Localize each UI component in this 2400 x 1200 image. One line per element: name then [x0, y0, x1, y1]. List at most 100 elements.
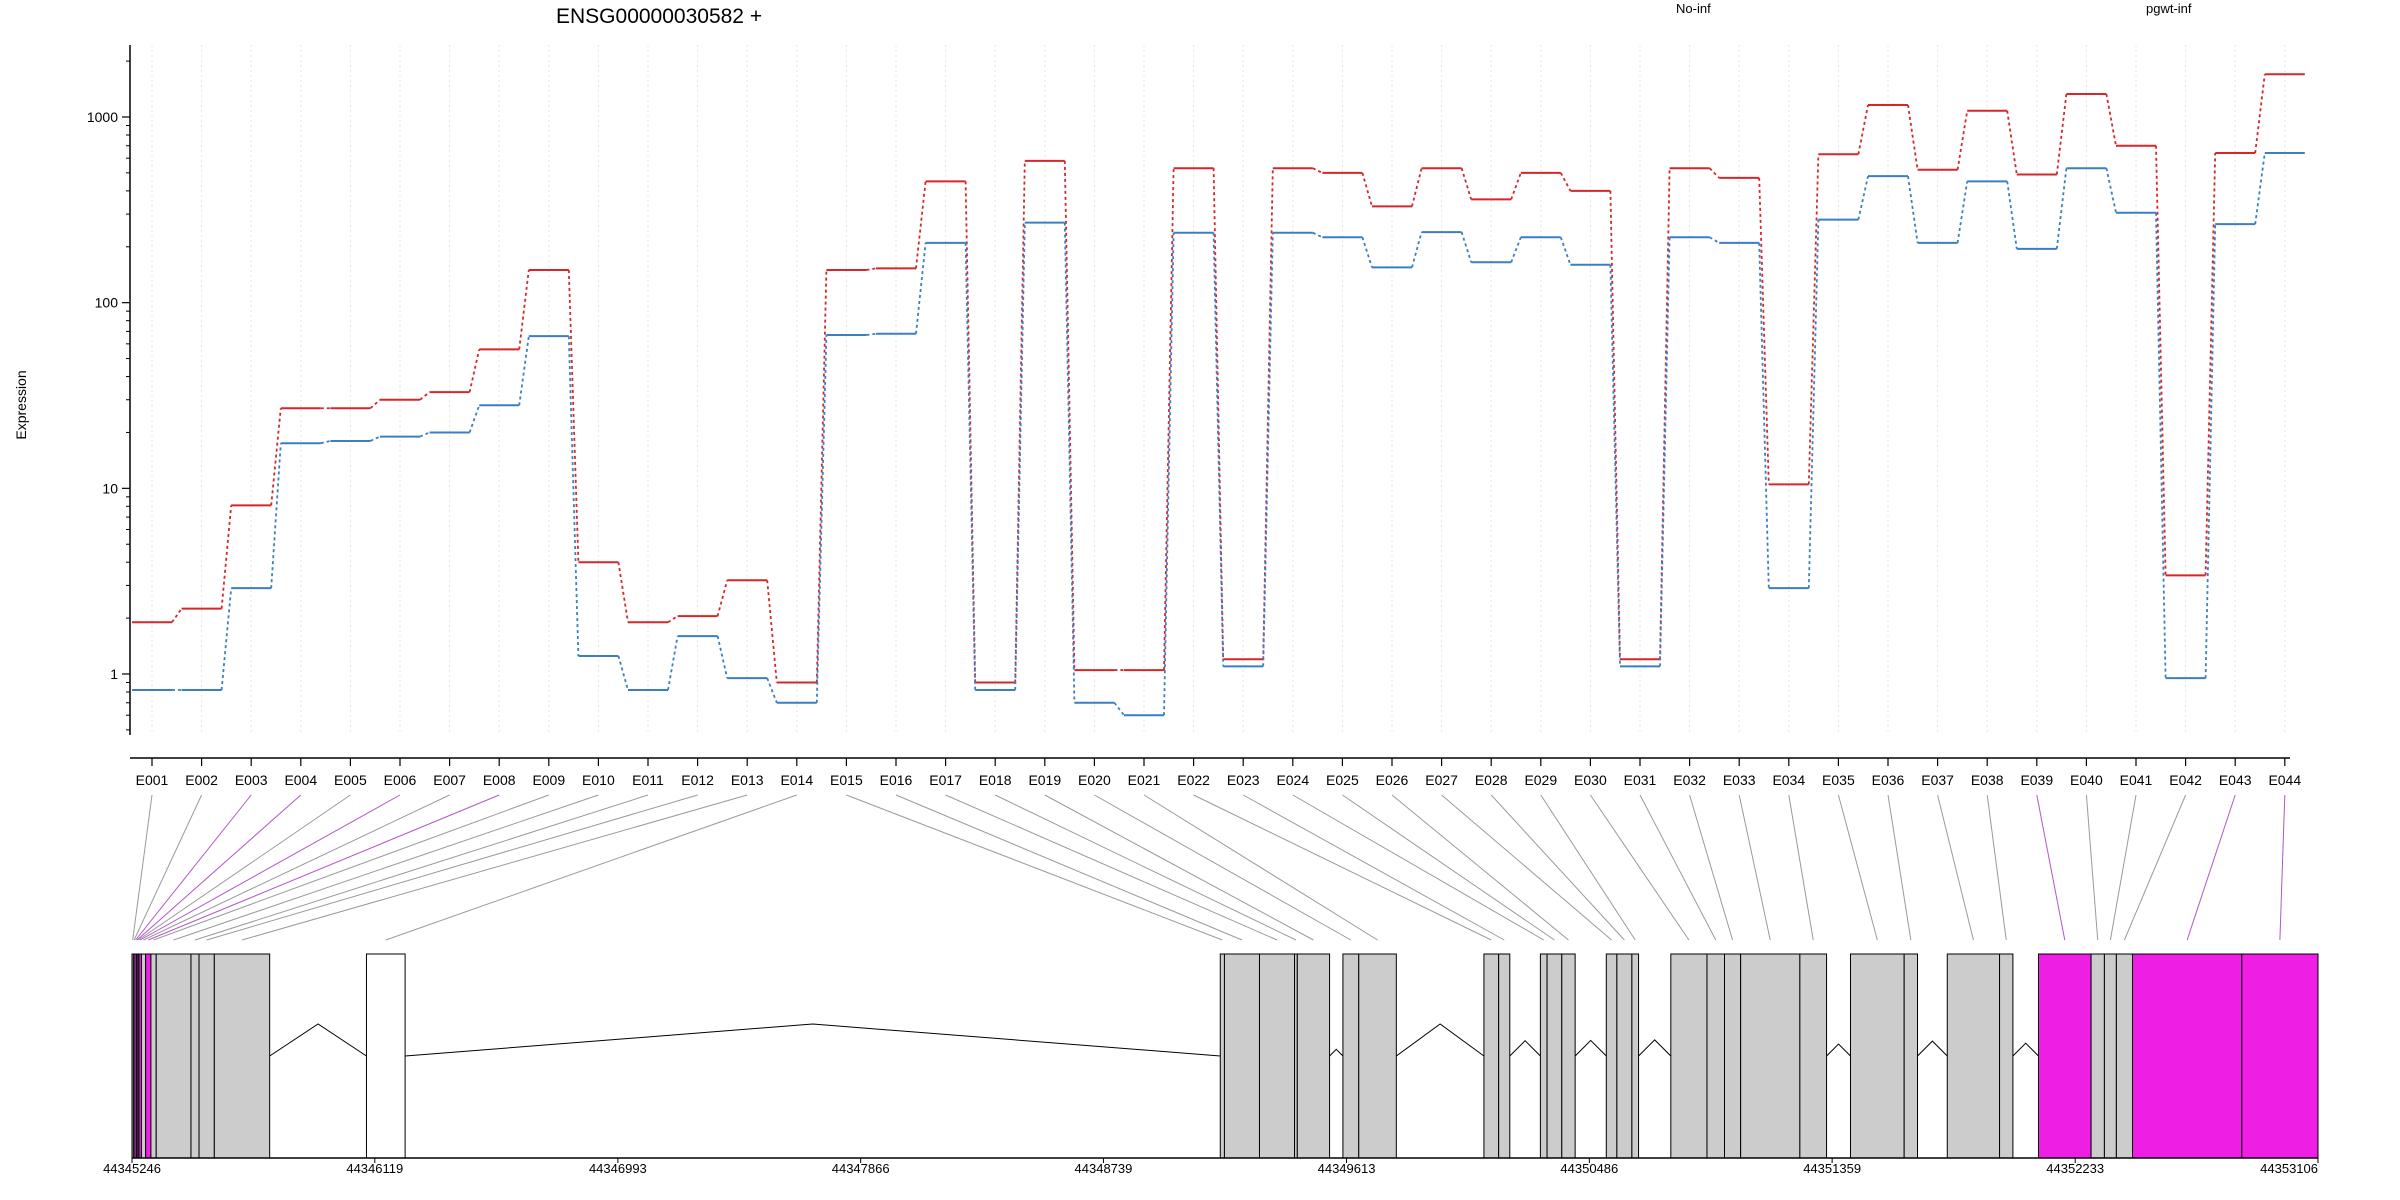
series-connector [1857, 104, 1869, 155]
exon-box [1358, 953, 1397, 1159]
exon-connector [135, 794, 252, 941]
series-connector [1609, 264, 1621, 667]
legend-entry-series-1: No-inf [1676, 1, 1711, 16]
exon-connector [143, 794, 450, 941]
coord-tick-label: 44351359 [1803, 1161, 1861, 1176]
series-connector [1609, 190, 1621, 660]
exon-box [1546, 953, 1563, 1159]
series-connector [220, 588, 233, 691]
exon-label: E024 [1276, 772, 1309, 788]
series-connector [2105, 93, 2117, 146]
exon-box [2115, 953, 2133, 1159]
exon-box [1670, 953, 1708, 1159]
exon-connector [1986, 794, 2007, 941]
intron-line [1826, 1043, 1851, 1057]
series-connector [1014, 160, 1026, 683]
exon-connector [194, 794, 649, 941]
exon-connector [385, 794, 797, 941]
exon-label: E011 [632, 772, 664, 788]
series-connector [1956, 181, 1969, 243]
intron-line [2012, 1042, 2039, 1057]
series-connector [1807, 219, 1820, 589]
exon-label: E025 [1326, 772, 1359, 788]
exon-label: E021 [1128, 772, 1161, 788]
series-connector [1460, 231, 1473, 263]
exon-box [213, 953, 271, 1159]
exon-box [150, 953, 157, 1159]
exon-label: E023 [1227, 772, 1260, 788]
exon-label: E016 [880, 772, 913, 788]
exon-label: E031 [1624, 772, 1657, 788]
gene-model [131, 953, 2319, 1159]
series-connector [766, 677, 778, 704]
exon-box [2103, 953, 2117, 1159]
exon-box [1723, 953, 1742, 1159]
exon-connector [1540, 794, 1636, 941]
exon-box [1483, 953, 1500, 1159]
series-connector [1262, 232, 1274, 667]
exon-label: E006 [384, 772, 417, 788]
exon-label: E032 [1673, 772, 1706, 788]
series-connector [1262, 168, 1274, 660]
exon-box [1258, 953, 1296, 1159]
exon-label: E040 [2070, 772, 2103, 788]
coord-tick-label: 44345246 [103, 1161, 161, 1176]
exon-connector [1391, 794, 1569, 941]
series-connector [716, 635, 729, 679]
exon-label: E015 [830, 772, 863, 788]
exon-label: E005 [334, 772, 367, 788]
intron-line [269, 1023, 367, 1057]
exon-box [1605, 953, 1618, 1159]
exon-label: E030 [1574, 772, 1607, 788]
exon-connector [1143, 794, 1378, 941]
exon-connector [132, 794, 153, 941]
exon-box [1740, 953, 1801, 1159]
coord-tick-label: 44353106 [2260, 1161, 2318, 1176]
exon-connector [2085, 794, 2099, 941]
series-connector [1361, 237, 1373, 268]
exon-label: E008 [483, 772, 516, 788]
exon-label: E036 [1872, 772, 1905, 788]
series-connector [617, 562, 629, 623]
exon-label: E004 [284, 772, 317, 788]
series-connector [866, 267, 877, 271]
series-connector [1907, 176, 1919, 243]
series-connector [1807, 154, 1820, 485]
exon-connector [945, 794, 1278, 941]
exon-connector [1589, 794, 1690, 941]
exon-connector [1490, 794, 1625, 941]
series-connector [1659, 168, 1671, 660]
series-connector [419, 391, 431, 401]
series-connector [2204, 152, 2217, 576]
exon-box [1539, 953, 1548, 1159]
series-connector [567, 269, 580, 563]
exon-box [1999, 953, 2014, 1159]
exon-label: E020 [1078, 772, 1111, 788]
y-axis: 1 10 100 1000 [87, 45, 131, 735]
series-lines [132, 73, 2305, 717]
series-connector [171, 608, 183, 623]
exon-label: E041 [2120, 772, 2153, 788]
exon-connectors [132, 794, 2286, 941]
exon-box [1946, 953, 2001, 1159]
series-connector [468, 349, 481, 393]
series-connector [2055, 168, 2068, 249]
exon-connector [1937, 794, 1974, 941]
intron-line [1509, 1039, 1541, 1057]
exon-connector [133, 794, 203, 941]
series-connector [1857, 175, 1869, 220]
series-connector [915, 181, 927, 269]
exon-connector [1689, 794, 1734, 941]
exon-label: E017 [929, 772, 962, 788]
series-connector [1907, 104, 1919, 170]
exon-box [140, 953, 147, 1159]
exon-connector [846, 794, 1223, 941]
exon-box [2037, 953, 2092, 1159]
intron-line [1917, 1040, 1948, 1057]
series-connector [716, 579, 729, 617]
series-connector [1312, 231, 1323, 239]
series-connector [1063, 160, 1076, 671]
exon-box [1631, 953, 1640, 1159]
coord-tick-label: 44346119 [346, 1161, 403, 1176]
